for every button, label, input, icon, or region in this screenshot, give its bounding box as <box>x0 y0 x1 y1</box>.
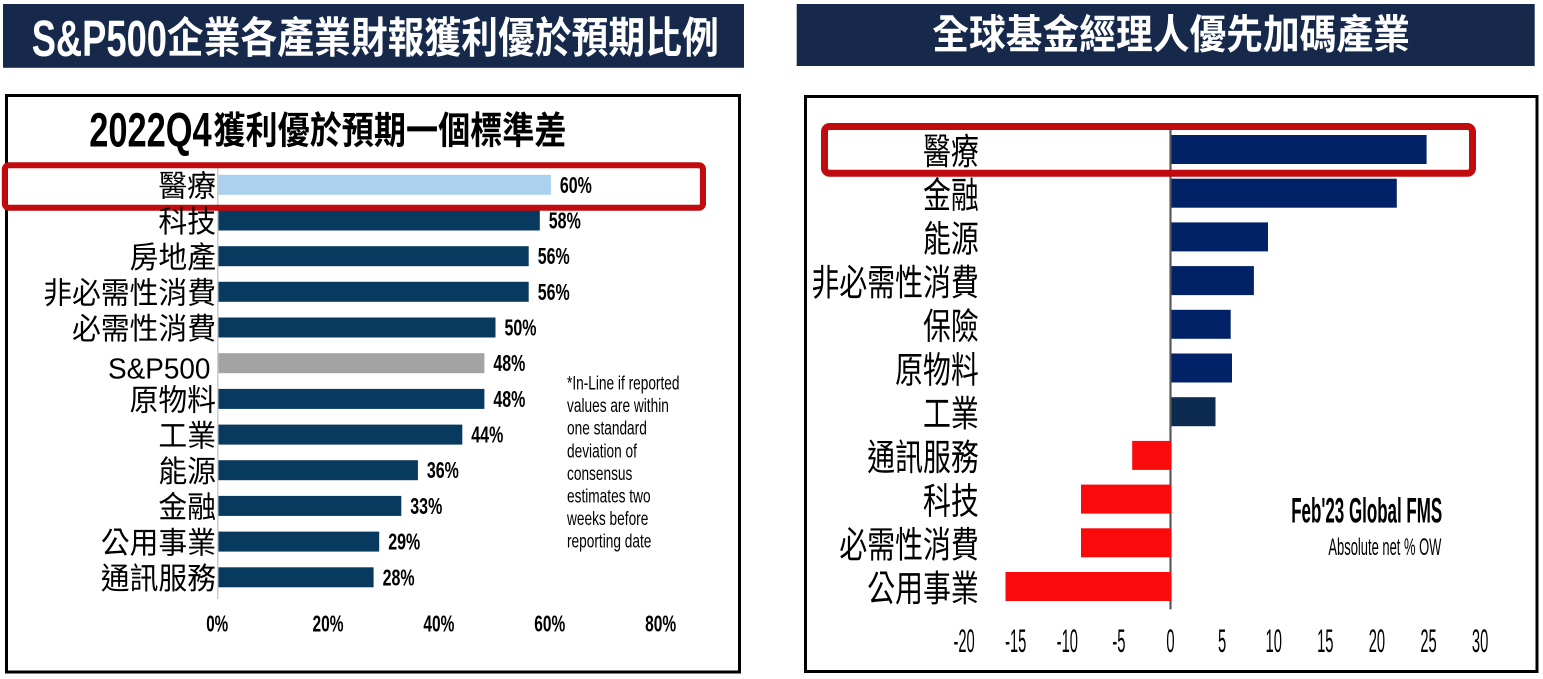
svg-text:48%: 48% <box>493 350 525 376</box>
svg-text:28%: 28% <box>383 564 415 590</box>
svg-text:0: 0 <box>1166 624 1174 660</box>
svg-text:56%: 56% <box>538 243 570 269</box>
svg-text:Feb'23 Global FMS: Feb'23 Global FMS <box>1291 492 1442 531</box>
svg-text:15: 15 <box>1317 624 1333 660</box>
svg-text:58%: 58% <box>549 208 581 234</box>
svg-text:S&P500: S&P500 <box>32 10 167 67</box>
svg-text:S&P500: S&P500 <box>108 353 210 385</box>
svg-text:29%: 29% <box>388 529 420 555</box>
svg-text:values are within: values are within <box>567 395 669 417</box>
svg-text:50%: 50% <box>505 315 537 341</box>
svg-text:reporting date: reporting date <box>567 530 651 552</box>
svg-text:*In-Line if reported: *In-Line if reported <box>567 372 679 394</box>
svg-text:-20: -20 <box>953 624 974 660</box>
svg-text:33%: 33% <box>410 493 442 519</box>
svg-text:20%: 20% <box>313 610 344 636</box>
svg-text:48%: 48% <box>493 386 525 412</box>
svg-text:20: 20 <box>1369 624 1385 660</box>
svg-text:5: 5 <box>1218 624 1226 660</box>
svg-text:80%: 80% <box>645 610 676 636</box>
svg-text:estimates two: estimates two <box>567 485 651 507</box>
svg-text:0%: 0% <box>206 610 228 636</box>
svg-text:-5: -5 <box>1112 624 1125 660</box>
svg-text:44%: 44% <box>471 422 503 448</box>
svg-text:weeks before: weeks before <box>566 508 648 530</box>
svg-text:-15: -15 <box>1005 624 1026 660</box>
svg-text:40%: 40% <box>423 610 454 636</box>
svg-text:36%: 36% <box>427 457 459 483</box>
svg-text:consensus: consensus <box>567 463 632 485</box>
svg-text:25: 25 <box>1420 624 1436 660</box>
svg-text:30: 30 <box>1472 624 1488 660</box>
svg-text:one standard: one standard <box>567 417 647 439</box>
svg-text:deviation of: deviation of <box>567 440 637 462</box>
svg-text:56%: 56% <box>538 279 570 305</box>
svg-text:Absolute net % OW: Absolute net % OW <box>1328 534 1441 561</box>
svg-text:10: 10 <box>1266 624 1282 660</box>
svg-text:60%: 60% <box>534 610 565 636</box>
svg-text:-10: -10 <box>1057 624 1078 660</box>
svg-text:60%: 60% <box>560 172 592 198</box>
svg-text:2022Q4: 2022Q4 <box>89 105 212 158</box>
